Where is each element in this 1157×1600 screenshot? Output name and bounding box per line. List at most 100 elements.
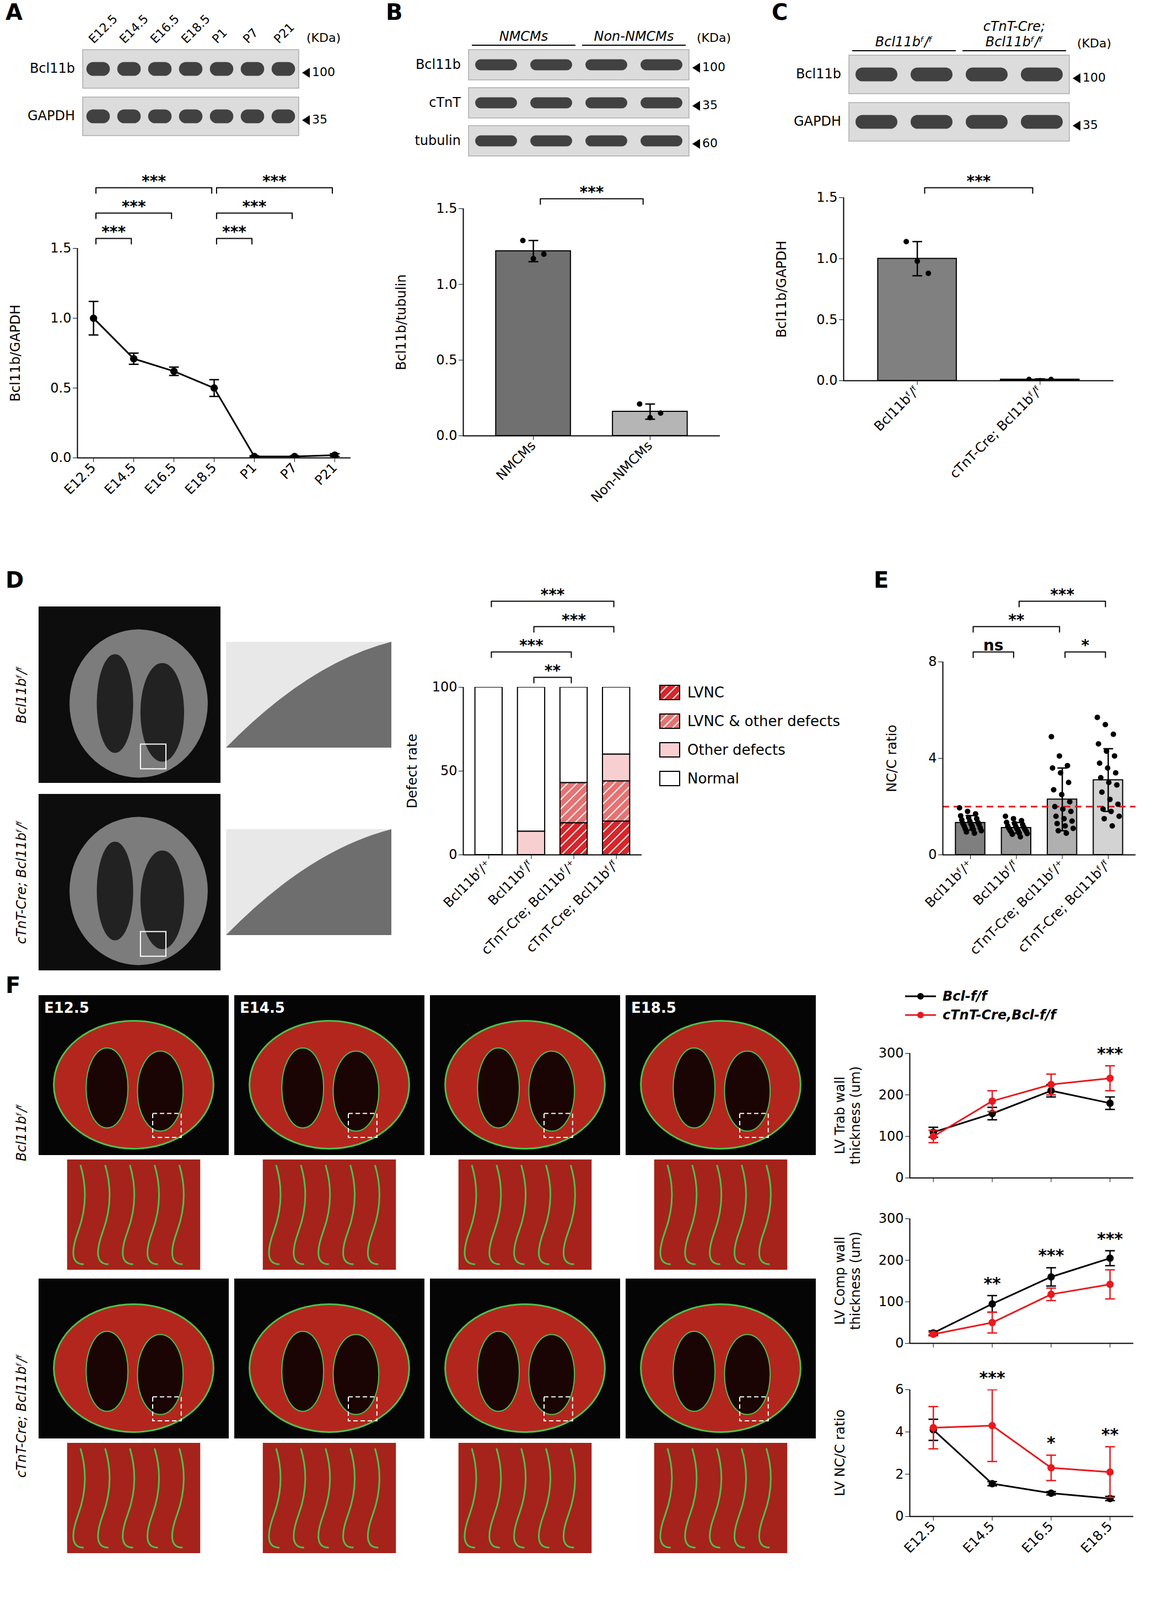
svg-text:*: * [1081,636,1090,655]
svg-text:Bcl11b/GAPDH: Bcl11b/GAPDH [773,240,790,338]
svg-text:***: *** [1050,585,1075,604]
svg-text:E14.5: E14.5 [239,999,285,1016]
svg-text:cTnT-Cre; Bcl11bᶠ/ᶠ: cTnT-Cre; Bcl11bᶠ/ᶠ [1014,856,1114,956]
svg-text:E12.5: E12.5 [85,11,121,46]
svg-text:***: *** [121,197,147,216]
svg-text:4: 4 [895,1423,904,1440]
svg-text:P1: P1 [237,459,260,483]
svg-text:0: 0 [895,1169,904,1186]
svg-text:LV Comp wallthickness (um): LV Comp wallthickness (um) [832,1231,864,1330]
svg-text:***: *** [979,1367,1006,1387]
svg-text:***: *** [101,222,126,241]
svg-text:***: *** [222,222,247,241]
svg-text:Bcl11bᶠ/ᶠ: Bcl11bᶠ/ᶠ [13,1103,30,1161]
svg-text:P7: P7 [240,25,261,47]
svg-text:50: 50 [440,762,458,779]
svg-text:0: 0 [895,1335,904,1351]
svg-text:Bcl11bᶠ/⁺: Bcl11bᶠ/⁺ [922,856,977,911]
svg-text:P21: P21 [311,459,341,489]
svg-text:E14.5: E14.5 [101,459,139,498]
svg-text:0: 0 [928,846,937,863]
svg-text:Bcl11b: Bcl11b [415,56,461,73]
svg-text:LV NC/C ratio: LV NC/C ratio [832,1408,848,1496]
svg-text:100: 100 [432,679,458,695]
svg-text:cTnT-Cre; Bcl11bᶠ/ᶠ: cTnT-Cre; Bcl11bᶠ/ᶠ [13,1353,30,1478]
svg-text:***: *** [966,171,992,191]
svg-text:0.5: 0.5 [816,311,838,328]
svg-text:4: 4 [928,750,937,766]
svg-text:**: ** [544,661,562,680]
svg-text:ns: ns [983,636,1004,655]
svg-text:60: 60 [702,136,718,150]
svg-text:cTnT-Cre; Bcl11bᶠ/ᶠ: cTnT-Cre; Bcl11bᶠ/ᶠ [13,820,30,944]
svg-text:Bcl11bᶠ/ᶠ: Bcl11bᶠ/ᶠ [870,382,923,435]
svg-text:1.5: 1.5 [50,240,72,256]
svg-text:35: 35 [702,98,718,112]
svg-text:cTnT-Cre; Bcl11bᶠ/ᶠ: cTnT-Cre; Bcl11bᶠ/ᶠ [523,856,622,956]
svg-text:8: 8 [928,653,937,670]
svg-text:300: 300 [878,1045,904,1061]
svg-text:200: 200 [878,1252,904,1268]
svg-text:1.0: 1.0 [50,310,72,326]
svg-text:Bcl11bᶠ/⁺: Bcl11bᶠ/⁺ [440,856,495,911]
svg-text:Defect rate: Defect rate [404,733,421,809]
svg-text:GAPDH: GAPDH [793,113,842,129]
svg-text:cTnT-Cre; Bcl11bᶠ/ᶠ: cTnT-Cre; Bcl11bᶠ/ᶠ [946,382,1046,482]
svg-text:6: 6 [895,1381,904,1397]
svg-text:100: 100 [878,1128,904,1144]
svg-text:E18.5: E18.5 [178,11,213,46]
svg-text:35: 35 [311,112,328,127]
svg-text:E18.5: E18.5 [181,459,220,498]
svg-text:0: 0 [895,1508,904,1524]
svg-text:tubulin: tubulin [414,132,461,149]
svg-text:100: 100 [702,60,726,74]
svg-text:P1: P1 [209,25,230,47]
svg-text:0.0: 0.0 [436,427,457,444]
svg-text:NMCMs: NMCMs [493,437,539,483]
svg-text:1.0: 1.0 [436,276,457,293]
svg-text:E16.5: E16.5 [1018,1518,1057,1556]
svg-text:GAPDH: GAPDH [27,108,75,124]
svg-text:Bcl11b/GAPDH: Bcl11b/GAPDH [7,304,24,402]
svg-text:0.5: 0.5 [436,352,457,368]
svg-text:E18.5: E18.5 [1077,1518,1116,1556]
svg-text:100: 100 [1082,70,1106,85]
svg-text:NC/C ratio: NC/C ratio [884,724,900,793]
svg-text:100: 100 [878,1293,904,1310]
svg-text:0: 0 [448,846,457,863]
svg-text:Bcl11bᶠ/ᶠ: Bcl11bᶠ/ᶠ [875,34,933,50]
svg-text:Bcl11bᶠ/ᶠ: Bcl11bᶠ/ᶠ [985,34,1043,50]
svg-text:(KDa): (KDa) [306,30,341,45]
svg-text:E14.5: E14.5 [116,11,152,46]
svg-text:***: *** [241,197,267,216]
svg-text:***: *** [262,171,287,191]
svg-text:0.0: 0.0 [50,449,72,466]
svg-text:LV Trab wallthickness (um): LV Trab wallthickness (um) [832,1066,864,1165]
svg-text:300: 300 [878,1210,904,1226]
svg-text:E12.5: E12.5 [61,459,99,498]
svg-text:***: *** [519,636,544,655]
svg-text:0.5: 0.5 [50,380,72,396]
svg-text:***: *** [540,585,565,604]
svg-text:35: 35 [1082,117,1099,132]
svg-text:***: *** [1037,1245,1064,1265]
svg-text:1.5: 1.5 [816,189,838,206]
svg-text:***: *** [1096,1043,1123,1063]
svg-text:**: ** [983,1273,1002,1293]
svg-text:***: *** [579,183,605,202]
svg-text:(KDa): (KDa) [696,30,731,45]
svg-text:**: ** [1101,1424,1119,1444]
svg-text:P21: P21 [271,20,298,47]
svg-text:*: * [1046,1432,1056,1452]
svg-text:E12.5: E12.5 [44,999,90,1016]
svg-text:0.0: 0.0 [816,372,838,389]
svg-text:100: 100 [311,65,336,79]
svg-text:Bcl11b: Bcl11b [795,66,842,82]
svg-text:E14.5: E14.5 [959,1518,998,1556]
svg-text:(KDa): (KDa) [1077,36,1112,51]
svg-text:cTnT-Cre;: cTnT-Cre; [983,18,1046,35]
svg-text:Non-NMCMs: Non-NMCMs [593,28,674,45]
svg-text:Bcl11b: Bcl11b [29,60,75,77]
svg-text:***: *** [141,171,166,191]
svg-text:P7: P7 [277,459,300,483]
